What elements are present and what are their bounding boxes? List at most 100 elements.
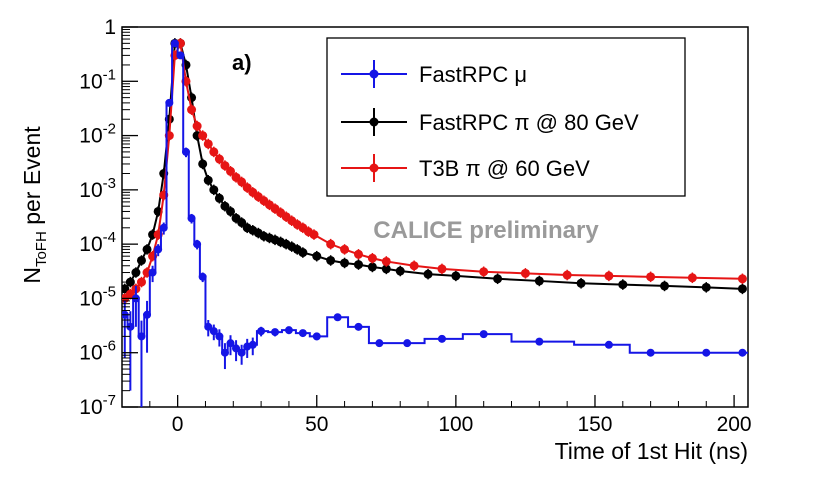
- data-point: [204, 176, 213, 185]
- data-point: [424, 270, 433, 279]
- y-tick-label: 10-3: [79, 175, 116, 202]
- legend-label-t3b-pi: T3B π @ 60 GeV: [419, 156, 590, 181]
- data-point: [403, 339, 411, 347]
- data-point: [605, 341, 613, 349]
- data-point: [340, 258, 349, 267]
- chart: 0 50 100 150 200 10-7 10-6 10-5 10-4 10-3 10-2 10-1…: [0, 0, 814, 482]
- data-point: [702, 283, 711, 292]
- data-point: [438, 335, 446, 343]
- data-point: [187, 105, 196, 114]
- data-point: [137, 256, 146, 265]
- data-point: [257, 327, 265, 335]
- data-point: [143, 311, 151, 319]
- x-tick-label: 50: [305, 413, 328, 436]
- legend-label-fastrpc-mu: FastRPC μ: [419, 62, 527, 87]
- data-point: [354, 260, 363, 269]
- data-point: [493, 274, 502, 283]
- data-point: [535, 338, 543, 346]
- data-point: [137, 332, 145, 340]
- data-point: [368, 262, 377, 271]
- legend-marker-fastrpc-pi: [370, 118, 379, 127]
- data-point: [368, 254, 377, 263]
- data-point: [479, 267, 488, 276]
- data-point: [165, 99, 173, 107]
- data-point: [354, 250, 363, 259]
- data-point: [298, 248, 307, 257]
- data-point: [137, 278, 146, 287]
- data-point: [375, 339, 383, 347]
- y-tick-label: 1: [104, 16, 116, 39]
- x-tick-label: 150: [577, 413, 612, 436]
- x-tick-label: 100: [438, 413, 473, 436]
- data-point: [647, 349, 655, 357]
- y-tick-label: 10-5: [79, 283, 116, 310]
- data-point: [410, 261, 419, 270]
- preliminary-annotation: CALICE preliminary: [373, 217, 599, 244]
- data-point: [221, 349, 229, 357]
- data-point: [249, 341, 257, 349]
- data-point: [215, 332, 223, 340]
- data-point: [618, 280, 627, 289]
- data-point: [382, 257, 391, 266]
- data-point: [209, 147, 218, 156]
- legend-marker-t3b-pi: [370, 164, 379, 173]
- data-point: [176, 51, 184, 59]
- data-point: [451, 271, 460, 280]
- y-tick-label: 10-6: [79, 338, 116, 365]
- data-point: [326, 240, 335, 249]
- data-point: [299, 329, 307, 337]
- data-point: [688, 273, 697, 282]
- data-point: [604, 271, 613, 280]
- legend-label-fastrpc-pi: FastRPC π @ 80 GeV: [419, 110, 639, 135]
- data-point: [738, 284, 747, 293]
- data-point: [209, 185, 218, 194]
- y-tick-label: 10-4: [79, 229, 116, 256]
- data-point: [131, 268, 140, 277]
- data-point: [577, 279, 586, 288]
- data-point: [312, 252, 321, 261]
- data-point: [354, 323, 362, 331]
- data-point: [396, 267, 405, 276]
- data-point: [271, 328, 279, 336]
- x-tick-label: 200: [717, 413, 752, 436]
- data-point: [215, 194, 224, 203]
- x-axis-title: Time of 1st Hit (ns): [555, 438, 748, 464]
- data-point: [309, 230, 318, 239]
- data-point: [660, 281, 669, 290]
- data-point: [334, 313, 342, 321]
- y-tick-label: 10-7: [79, 392, 116, 419]
- data-point: [563, 271, 572, 280]
- data-point: [521, 269, 530, 278]
- data-point: [285, 326, 293, 334]
- data-point: [188, 214, 196, 222]
- data-point: [160, 224, 168, 232]
- y-tick-label: 10-1: [79, 66, 116, 93]
- data-point: [738, 274, 747, 283]
- data-point: [182, 148, 190, 156]
- data-point: [437, 264, 446, 273]
- y-tick-label: 10-2: [79, 121, 116, 148]
- data-point: [198, 159, 207, 168]
- data-point: [204, 139, 213, 148]
- panel-label: a): [232, 50, 252, 75]
- data-point: [199, 273, 207, 281]
- data-point: [313, 332, 321, 340]
- data-point: [738, 349, 746, 357]
- data-point: [340, 245, 349, 254]
- data-point: [198, 131, 207, 140]
- data-point: [193, 122, 202, 131]
- legend-marker-fastrpc-mu: [370, 70, 379, 79]
- data-point: [535, 276, 544, 285]
- data-point: [646, 272, 655, 281]
- data-point: [193, 240, 201, 248]
- y-axis-title: NToFH per Event: [19, 126, 50, 284]
- data-point: [171, 39, 179, 47]
- data-point: [326, 256, 335, 265]
- x-tick-label: 0: [172, 413, 184, 436]
- data-point: [238, 349, 246, 357]
- legend: FastRPC μ FastRPC π @ 80 GeV T3B π @ 60 …: [327, 38, 685, 196]
- data-point: [154, 245, 162, 253]
- data-point: [480, 330, 488, 338]
- data-point: [702, 349, 710, 357]
- data-point: [149, 269, 157, 277]
